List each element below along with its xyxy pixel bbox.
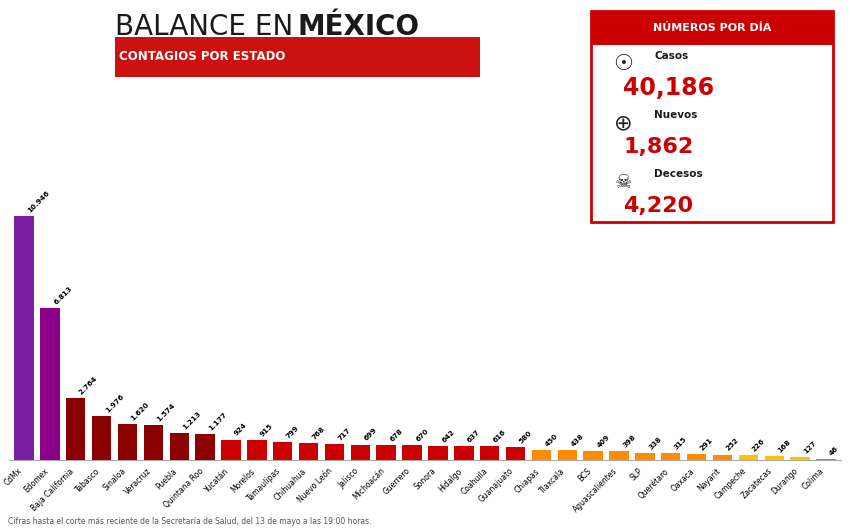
Bar bbox=[739, 455, 758, 460]
Text: 338: 338 bbox=[648, 435, 662, 450]
Bar bbox=[687, 454, 706, 460]
Bar bbox=[635, 453, 655, 460]
Bar bbox=[402, 445, 422, 460]
Bar bbox=[14, 216, 34, 460]
Text: 127: 127 bbox=[802, 440, 818, 455]
Text: 291: 291 bbox=[700, 436, 714, 451]
Bar bbox=[764, 457, 784, 460]
Text: 4,220: 4,220 bbox=[623, 196, 693, 216]
Bar bbox=[661, 453, 681, 460]
Text: BALANCE EN: BALANCE EN bbox=[115, 13, 302, 41]
Bar bbox=[609, 451, 629, 460]
Text: 315: 315 bbox=[673, 436, 689, 451]
Text: 40,186: 40,186 bbox=[623, 76, 714, 100]
Text: 10.946: 10.946 bbox=[26, 189, 51, 213]
Text: Cifras hasta el corte más reciente de la Secretaría de Salud, del 13 de mayo a l: Cifras hasta el corte más reciente de la… bbox=[8, 517, 372, 526]
Text: Casos: Casos bbox=[654, 51, 688, 61]
Text: 580: 580 bbox=[518, 430, 533, 445]
Text: 915: 915 bbox=[259, 422, 275, 437]
Bar bbox=[92, 416, 111, 460]
Bar bbox=[169, 433, 189, 460]
Text: 2.764: 2.764 bbox=[78, 376, 99, 396]
Text: Nuevos: Nuevos bbox=[654, 110, 698, 120]
Text: 1.177: 1.177 bbox=[207, 411, 228, 432]
Bar bbox=[558, 451, 577, 460]
Text: 1.213: 1.213 bbox=[182, 411, 202, 431]
Text: 717: 717 bbox=[337, 427, 352, 442]
Bar bbox=[428, 446, 448, 460]
Text: 168: 168 bbox=[777, 439, 792, 454]
Bar bbox=[247, 440, 267, 460]
Bar bbox=[221, 440, 241, 460]
Text: 670: 670 bbox=[415, 428, 429, 443]
Text: 642: 642 bbox=[440, 428, 456, 443]
Text: MÉXICO: MÉXICO bbox=[298, 13, 420, 41]
Bar bbox=[532, 450, 551, 460]
Text: 252: 252 bbox=[725, 437, 740, 452]
Bar bbox=[506, 448, 525, 460]
Text: 699: 699 bbox=[363, 427, 378, 442]
Text: 637: 637 bbox=[467, 428, 481, 443]
Text: NÚMEROS POR DÍA: NÚMEROS POR DÍA bbox=[653, 23, 771, 32]
Text: 799: 799 bbox=[286, 425, 300, 440]
Text: 768: 768 bbox=[311, 426, 326, 441]
Bar bbox=[816, 459, 836, 460]
Bar bbox=[790, 458, 810, 460]
Text: 1.620: 1.620 bbox=[130, 401, 150, 422]
Bar bbox=[713, 454, 732, 460]
Bar bbox=[40, 308, 60, 460]
Text: 438: 438 bbox=[570, 433, 585, 448]
Text: 450: 450 bbox=[544, 433, 559, 448]
Text: CONTAGIOS POR ESTADO: CONTAGIOS POR ESTADO bbox=[119, 50, 286, 63]
Text: 924: 924 bbox=[234, 422, 248, 437]
Text: Decesos: Decesos bbox=[654, 169, 703, 179]
Bar bbox=[377, 445, 396, 460]
Bar bbox=[118, 424, 137, 460]
Bar bbox=[350, 444, 370, 460]
Text: 226: 226 bbox=[751, 438, 766, 453]
Bar bbox=[273, 442, 292, 460]
Text: 678: 678 bbox=[388, 427, 404, 443]
Bar bbox=[144, 425, 163, 460]
Text: ⊕: ⊕ bbox=[614, 113, 632, 133]
Text: 1.574: 1.574 bbox=[156, 402, 176, 423]
Text: 46: 46 bbox=[829, 445, 840, 457]
Bar bbox=[325, 444, 344, 460]
Bar bbox=[583, 451, 603, 460]
Text: 398: 398 bbox=[621, 434, 637, 449]
Bar bbox=[196, 434, 215, 460]
Text: ☠: ☠ bbox=[615, 172, 632, 191]
Text: 409: 409 bbox=[596, 434, 610, 449]
Text: ☉: ☉ bbox=[613, 54, 633, 74]
Text: 6.813: 6.813 bbox=[53, 285, 73, 306]
Bar bbox=[454, 446, 473, 460]
Text: 1,862: 1,862 bbox=[623, 137, 694, 157]
Bar bbox=[66, 398, 86, 460]
Bar bbox=[480, 446, 499, 460]
Text: 616: 616 bbox=[492, 429, 507, 444]
Text: 1.976: 1.976 bbox=[105, 393, 125, 414]
Bar bbox=[299, 443, 318, 460]
